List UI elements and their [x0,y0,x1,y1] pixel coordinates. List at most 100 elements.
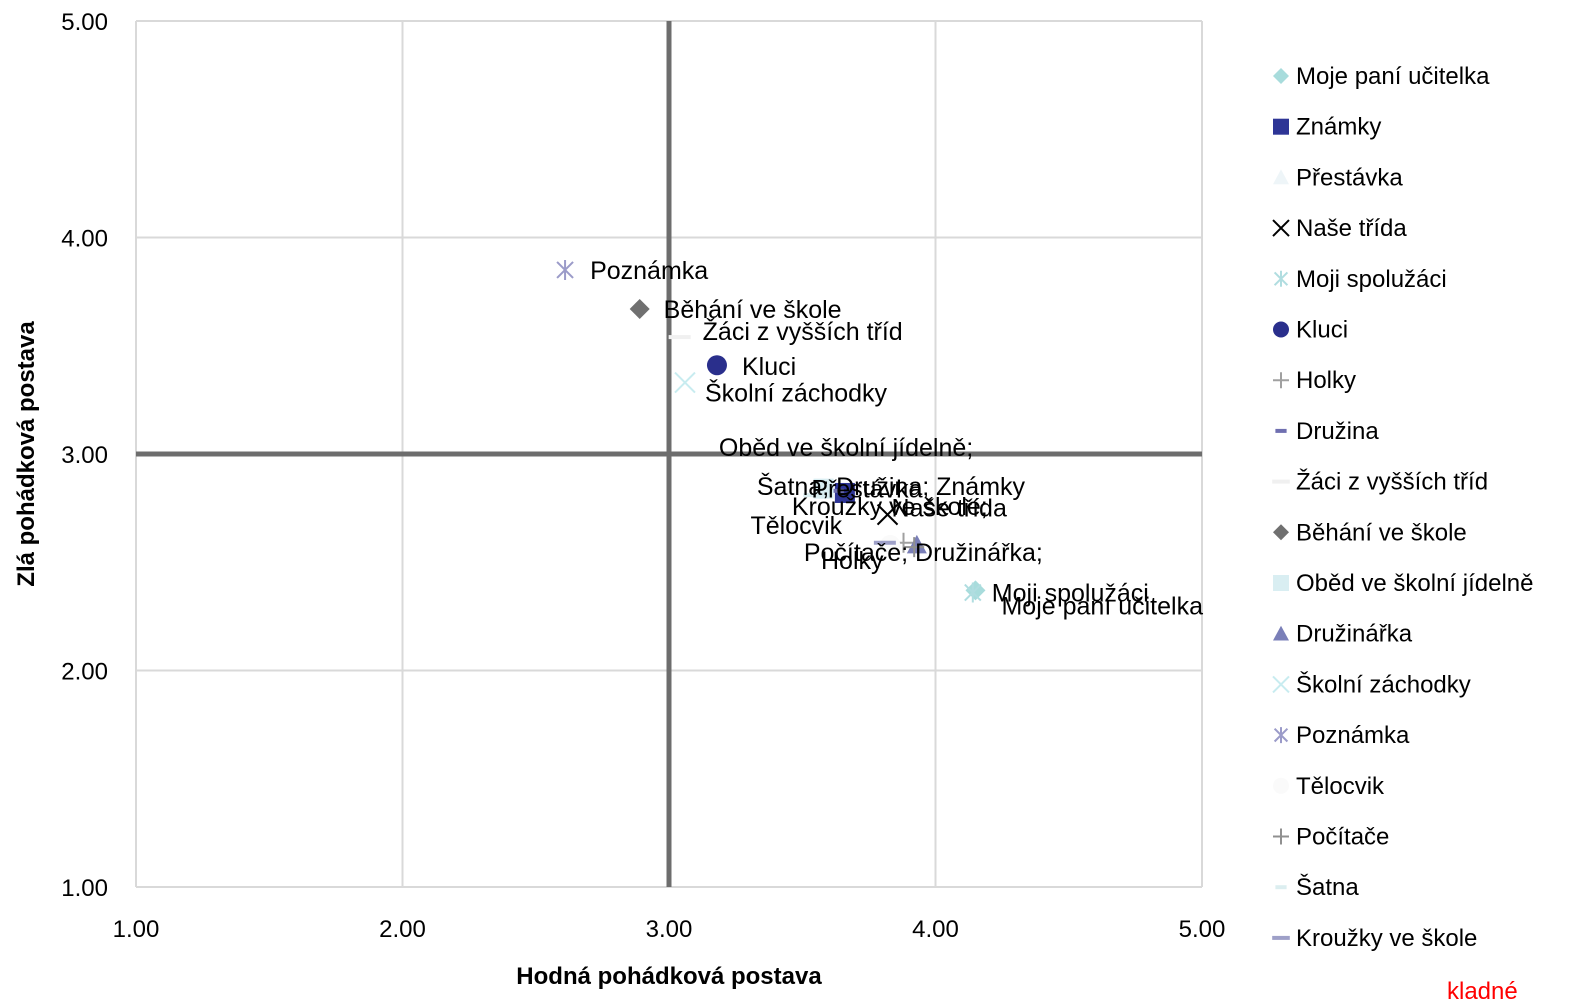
legend-label: Běhání ve škole [1296,519,1467,546]
legend-item: Moji spolužáci [1273,266,1447,293]
y-tick-label: 3.00 [61,442,108,469]
x-tick-label: 2.00 [379,916,426,943]
legend-item: Známky [1273,114,1381,141]
legend-item: Přestávka [1273,164,1403,191]
legend-label: Moje paní učitelka [1296,63,1490,90]
legend-marker-icon [1273,321,1289,338]
data-point [668,335,691,340]
legend-item: Družina [1275,418,1379,445]
legend-item: Poznámka [1273,722,1410,749]
x-tick-label: 5.00 [1179,916,1226,943]
legend-item: Holky [1273,367,1356,394]
y-tick-label: 2.00 [61,659,108,686]
data-label: Školní záchodky [705,379,888,408]
y-tick-label: 5.00 [61,9,108,36]
data-point [834,482,855,503]
legend-marker-icon [1273,625,1289,641]
legend-item: Počítače [1273,824,1389,851]
legend-marker-icon [1272,935,1290,940]
legend-item: Kluci [1273,317,1348,344]
legend-label: Šatna [1296,873,1359,901]
data-point [674,371,696,394]
legend-item: Školní záchodky [1272,670,1471,698]
legend-marker-icon [1272,479,1290,484]
legend-label: Oběd ve školní jídelně [1296,570,1533,597]
legend-item: Běhání ve škole [1273,519,1467,546]
data-point [876,503,899,526]
legend-marker-icon [1275,428,1287,433]
data-label: Tělocvik [751,512,843,540]
y-tick-label: 4.00 [61,226,108,253]
corner-note: kladné [1447,978,1518,1005]
legend-marker-icon [1273,524,1289,541]
data-point [829,488,844,493]
data-label: Moji spolužáci [992,580,1149,608]
legend-marker-icon [1273,169,1289,185]
data-label: Žáci z vyšších tříd [703,317,903,346]
legend-label: Kroužky ve škole [1296,925,1477,952]
legend-item: Naše třída [1272,215,1407,242]
legend-marker-icon [1275,885,1287,890]
legend-marker-icon [1273,118,1289,135]
data-point [629,298,650,319]
legend-label: Družinářka [1296,621,1413,648]
data-point [904,537,925,558]
data-point [803,493,818,498]
data-point [813,478,834,499]
legend-item: Moje paní učitelka [1273,63,1490,90]
legend-label: Kluci [1296,317,1348,344]
legend-label: Poznámka [1296,722,1410,749]
data-label: Naše třída [892,495,1007,523]
y-axis-title: Zlá pohádková postava [13,321,40,587]
legend-label: Naše třída [1296,215,1407,242]
legend-item: Šatna [1275,873,1359,901]
data-point [880,534,901,555]
legend-item: Žáci z vyšších tříd [1272,469,1488,496]
legend-label: Holky [1296,367,1356,394]
legend-label: Počítače [1296,824,1389,851]
data-label: Poznámka [590,257,708,285]
data-label: Kluci [742,353,796,381]
data-points [556,259,986,603]
x-tick-label: 1.00 [113,916,160,943]
legend-marker-icon [1273,372,1289,389]
data-label: Běhání ve škole [664,296,842,324]
x-tick-labels: 1.00 2.00 3.00 4.00 5.00 [113,916,1226,943]
data-point [906,534,927,554]
legend-marker-icon [1273,727,1289,744]
data-label: Počítače; Družinářka; [804,539,1043,567]
data-point [873,540,896,545]
data-label: Holky [821,547,884,575]
legend-label: Družina [1296,418,1379,445]
y-tick-labels: 1.00 2.00 3.00 4.00 5.00 [61,9,108,902]
legend-label: Žáci z vyšších tříd [1296,469,1488,496]
data-label: Kroužky ve škole; [792,493,988,521]
legend-item: Družinářka [1273,621,1413,648]
legend-marker-icon [1273,828,1289,845]
legend-marker-icon [1272,219,1290,237]
data-point [964,582,982,603]
legend-marker-icon [1273,270,1289,287]
x-tick-label: 3.00 [646,916,693,943]
legend-label: Školní záchodky [1296,670,1471,698]
legend-item: Tělocvik [1273,773,1385,800]
data-label: Oběd ve školní jídelně; [719,434,973,462]
legend-item: Oběd ve školní jídelně [1273,570,1533,597]
legend-label: Moji spolužáci [1296,266,1447,293]
x-axis-title: Hodná pohádková postava [516,963,822,990]
legend-marker-icon [1272,675,1290,694]
legend-marker-icon [1273,68,1289,84]
legend-label: Tělocvik [1296,773,1385,800]
plot-area: 1.00 2.00 3.00 4.00 5.00 1.00 2.00 3.00 4.00 5.0… [61,9,1225,943]
legend-marker-icon [1273,575,1289,591]
data-label: Moje paní učitelka [1001,592,1203,620]
legend-label: Známky [1296,114,1381,141]
legend-marker-icon [1273,777,1289,794]
data-point [556,259,574,280]
legend: Moje paní učitelka Známky Přestávka Naše tř… [1272,63,1533,952]
data-label: Přestávka [811,476,922,504]
legend-label: Přestávka [1296,164,1403,191]
legend-item: Kroužky ve škole [1272,925,1477,952]
